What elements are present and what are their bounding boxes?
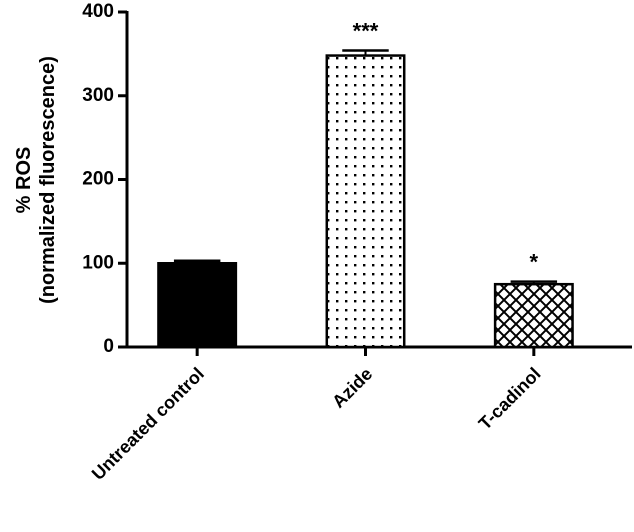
significance-label: *: [530, 250, 539, 275]
y-tick-label: 300: [82, 85, 114, 106]
significance-label: ***: [353, 19, 379, 44]
y-tick-label: 0: [103, 336, 114, 357]
y-tick-label: 400: [82, 1, 114, 22]
bar: [157, 262, 238, 349]
bar: [325, 54, 406, 349]
y-axis-subtitle: (normalized fluorescence): [37, 56, 59, 304]
y-axis-title: % ROS: [13, 147, 35, 214]
x-tick-label: Azide: [328, 364, 376, 412]
bar: [493, 282, 574, 349]
x-tick-label: T-cadinol: [475, 364, 545, 434]
y-axis-title-group: % ROS (normalized fluorescence): [13, 56, 59, 304]
y-tick-label: 100: [82, 252, 114, 273]
y-tick-label: 200: [82, 169, 114, 190]
x-tick-label: Untreated control: [88, 364, 208, 484]
